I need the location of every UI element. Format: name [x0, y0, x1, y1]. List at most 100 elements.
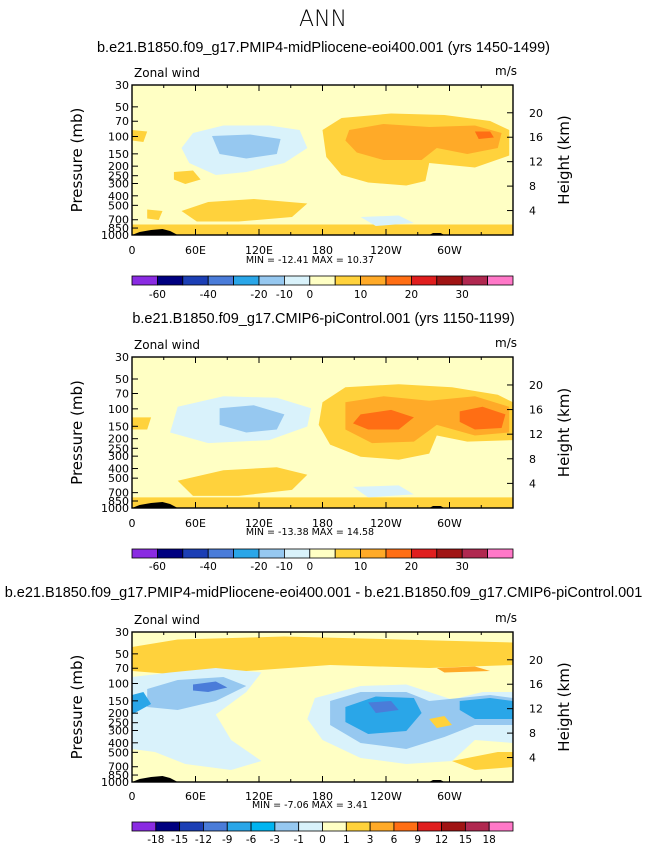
- variable-label: Zonal wind: [134, 66, 200, 80]
- x-tick-label: 180: [312, 244, 333, 257]
- y2-tick-label: 20: [529, 107, 543, 120]
- colorbar-label: 0: [319, 834, 326, 844]
- contour-region: [360, 215, 414, 226]
- colorbar-label: -20: [250, 289, 267, 301]
- min-max-stats: MIN = -12.41 MAX = 10.37: [246, 255, 374, 266]
- y-tick-label: 150: [108, 695, 129, 708]
- y-tick-label: 30: [115, 79, 129, 92]
- contour-region: [173, 170, 201, 184]
- colorbar-swatch: [203, 821, 228, 832]
- y-tick-label: 700: [108, 214, 129, 227]
- x-tick-label: 180: [312, 790, 333, 803]
- colorbar-label: -10: [276, 561, 293, 573]
- y-axis-title: Pressure (mb): [68, 108, 86, 213]
- contour-region: [368, 701, 399, 713]
- units-label: m/s: [495, 64, 517, 78]
- contour-region: [132, 636, 513, 674]
- y-tick-label: 850: [108, 769, 129, 782]
- colorbar-label: 0: [306, 561, 313, 573]
- y-tick-label: 100: [108, 403, 129, 416]
- y-tick-label: 250: [108, 442, 129, 455]
- y2-axis-title: Height (km): [555, 115, 573, 204]
- y-tick-label: 500: [108, 472, 129, 485]
- colorbar-label: -40: [200, 289, 217, 301]
- y-tick-label: 300: [108, 450, 129, 463]
- figure-title: ANN: [299, 7, 347, 32]
- colorbar-swatch: [283, 275, 311, 286]
- y-tick-label: 150: [108, 148, 129, 161]
- colorbar-label: -1: [293, 834, 303, 844]
- y-tick-label: 300: [108, 177, 129, 190]
- y-tick-label: 150: [108, 420, 129, 433]
- contour-region: [177, 467, 308, 496]
- x-tick-label: 60E: [185, 517, 206, 530]
- y-tick-label: 850: [108, 222, 129, 235]
- y2-tick-label: 8: [529, 453, 536, 466]
- colorbar-swatch: [464, 821, 490, 832]
- colorbar-swatch: [360, 275, 387, 286]
- colorbar-swatch: [179, 821, 204, 832]
- colorbar-swatch: [461, 275, 489, 286]
- colorbar-label: 1: [343, 834, 350, 844]
- y2-tick-label: 12: [529, 703, 543, 716]
- colorbar-swatch: [309, 275, 336, 286]
- colorbar-swatch: [131, 548, 158, 559]
- colorbar-label: -6: [246, 834, 257, 844]
- colorbar-swatch: [258, 275, 285, 286]
- y-tick-label: 400: [108, 737, 129, 750]
- colorbar-label: -18: [147, 834, 164, 844]
- colorbar-swatch: [417, 821, 442, 832]
- x-tick-label: 60W: [437, 244, 462, 257]
- panel-title: b.e21.B1850.f09_g17.CMIP6-piControl.001 …: [132, 311, 514, 327]
- y-tick-label: 500: [108, 746, 129, 759]
- x-tick-label: 0: [129, 790, 136, 803]
- x-tick-label: 120W: [370, 244, 402, 257]
- contour-region: [459, 406, 506, 430]
- colorbar-label: 30: [456, 561, 469, 573]
- y2-tick-label: 20: [529, 379, 543, 392]
- contour-region: [132, 130, 148, 142]
- contour-region: [132, 692, 152, 715]
- colorbar-label: 20: [405, 561, 418, 573]
- y-tick-label: 30: [115, 626, 129, 639]
- colorbar-label: 6: [391, 834, 398, 844]
- contour-region: [436, 666, 491, 673]
- colorbar-swatch: [360, 548, 387, 559]
- y-tick-label: 70: [115, 662, 129, 675]
- contour-region: [353, 409, 414, 430]
- colorbar-swatch: [410, 548, 438, 559]
- y-tick-label: 1000: [101, 776, 129, 789]
- colorbar-swatch: [488, 821, 514, 832]
- x-tick-label: 120E: [245, 790, 273, 803]
- contour-region: [474, 131, 494, 139]
- panel-3: b.e21.B1850.f09_g17.PMIP4-midPliocene-eo…: [5, 585, 643, 844]
- y2-tick-label: 12: [529, 156, 543, 169]
- colorbar-swatch: [207, 548, 234, 559]
- x-tick-label: 180: [312, 517, 333, 530]
- units-label: m/s: [495, 611, 517, 625]
- colorbar-label: -20: [250, 561, 267, 573]
- y-tick-label: 100: [108, 131, 129, 144]
- x-tick-label: 0: [129, 517, 136, 530]
- panel-1: b.e21.B1850.f09_g17.PMIP4-midPliocene-eo…: [68, 40, 573, 301]
- y-axis-title: Pressure (mb): [68, 380, 86, 485]
- y2-tick-label: 16: [529, 678, 543, 691]
- y-tick-label: 400: [108, 190, 129, 203]
- contour-region: [459, 698, 513, 719]
- y2-tick-label: 8: [529, 727, 536, 740]
- y2-tick-label: 16: [529, 131, 543, 144]
- colorbar-label: -40: [200, 561, 217, 573]
- y-axis-title: Pressure (mb): [68, 655, 86, 760]
- colorbar-label: 0: [306, 289, 313, 301]
- colorbar-label: 30: [456, 289, 469, 301]
- colorbar-swatch: [441, 821, 466, 832]
- colorbar-label: 20: [405, 289, 418, 301]
- colorbar-swatch: [461, 548, 489, 559]
- x-tick-label: 60W: [437, 790, 462, 803]
- colorbar-swatch: [369, 821, 395, 832]
- topography: [132, 502, 178, 508]
- colorbar-label: -3: [270, 834, 280, 844]
- colorbar-swatch: [233, 275, 260, 286]
- y2-tick-label: 4: [529, 205, 536, 218]
